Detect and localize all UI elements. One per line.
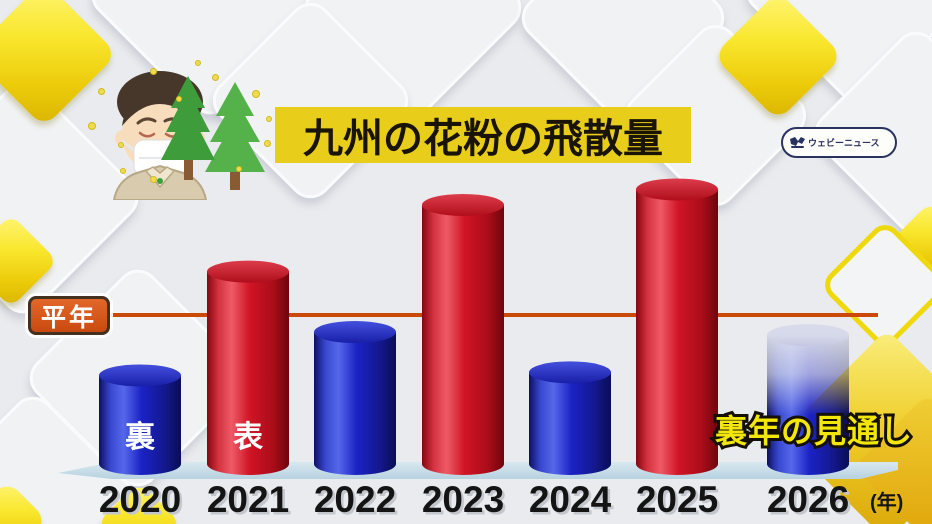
- year-label-2022: 2022 2022: [314, 479, 399, 523]
- bar-2023: [422, 193, 504, 475]
- logo-text: ウェビーニュース: [808, 138, 880, 148]
- pollen-dot: [120, 168, 126, 174]
- svg-text:2026: 2026: [767, 479, 849, 520]
- year-label-2020: 2020 2020: [99, 479, 184, 523]
- svg-text:2026: 2026: [769, 482, 851, 523]
- svg-text:2024: 2024: [529, 479, 612, 520]
- bar-2021: [207, 260, 289, 475]
- svg-text:2025: 2025: [638, 482, 720, 523]
- svg-text:2023: 2023: [422, 479, 504, 520]
- forecast-annotation: 裏年の見通し: [715, 413, 913, 449]
- pollen-dot: [150, 68, 157, 75]
- news-logo-icon: [790, 136, 805, 148]
- pollen-dot: [118, 142, 124, 148]
- title-banner: 九州の花粉の飛散量: [275, 107, 691, 163]
- year-label-2024: 2024 2024: [529, 479, 614, 523]
- svg-text:2021: 2021: [209, 482, 291, 523]
- year-label-2026: 2026 2026: [767, 479, 852, 523]
- svg-text:2022: 2022: [314, 479, 396, 520]
- broadcaster-logo: ウェビーニュース: [781, 127, 897, 158]
- svg-text:2020: 2020: [99, 479, 181, 520]
- bar-2026: [767, 324, 849, 475]
- bar-2024: [529, 361, 611, 475]
- pollen-dot: [195, 60, 201, 66]
- bar-2020: [99, 364, 181, 475]
- svg-text:2024: 2024: [531, 482, 614, 523]
- heinen-reference-tag: 平年: [28, 296, 110, 335]
- svg-text:2021: 2021: [207, 479, 289, 520]
- svg-text:2023: 2023: [424, 482, 506, 523]
- heinen-label: 平年: [40, 303, 97, 332]
- pollen-dot: [236, 166, 242, 172]
- year-axis-unit: (年): [870, 490, 903, 514]
- bar-label-2020: 裏: [125, 420, 156, 454]
- pollen-dot: [88, 122, 96, 130]
- bar-2022: [314, 321, 396, 475]
- pollen-dot: [150, 176, 157, 183]
- pollen-dot: [266, 116, 272, 122]
- pollen-dot: [252, 90, 260, 98]
- svg-text:2020: 2020: [101, 482, 183, 523]
- svg-text:2022: 2022: [316, 482, 398, 523]
- bar-2025: [636, 178, 718, 475]
- page-title: 九州の花粉の飛散量: [303, 117, 663, 161]
- svg-text:2025: 2025: [636, 479, 718, 520]
- year-label-2021: 2021 2021: [207, 479, 292, 523]
- year-label-2025: 2025 2025: [636, 479, 721, 523]
- pollen-dot: [212, 74, 219, 81]
- pollen-dot: [98, 88, 105, 95]
- year-label-2023: 2023 2023: [422, 479, 507, 523]
- pollen-dot: [264, 140, 271, 147]
- cedar-trees-illustration: [161, 76, 265, 190]
- bar-label-2021: 表: [233, 421, 263, 454]
- pollen-dot: [176, 96, 182, 102]
